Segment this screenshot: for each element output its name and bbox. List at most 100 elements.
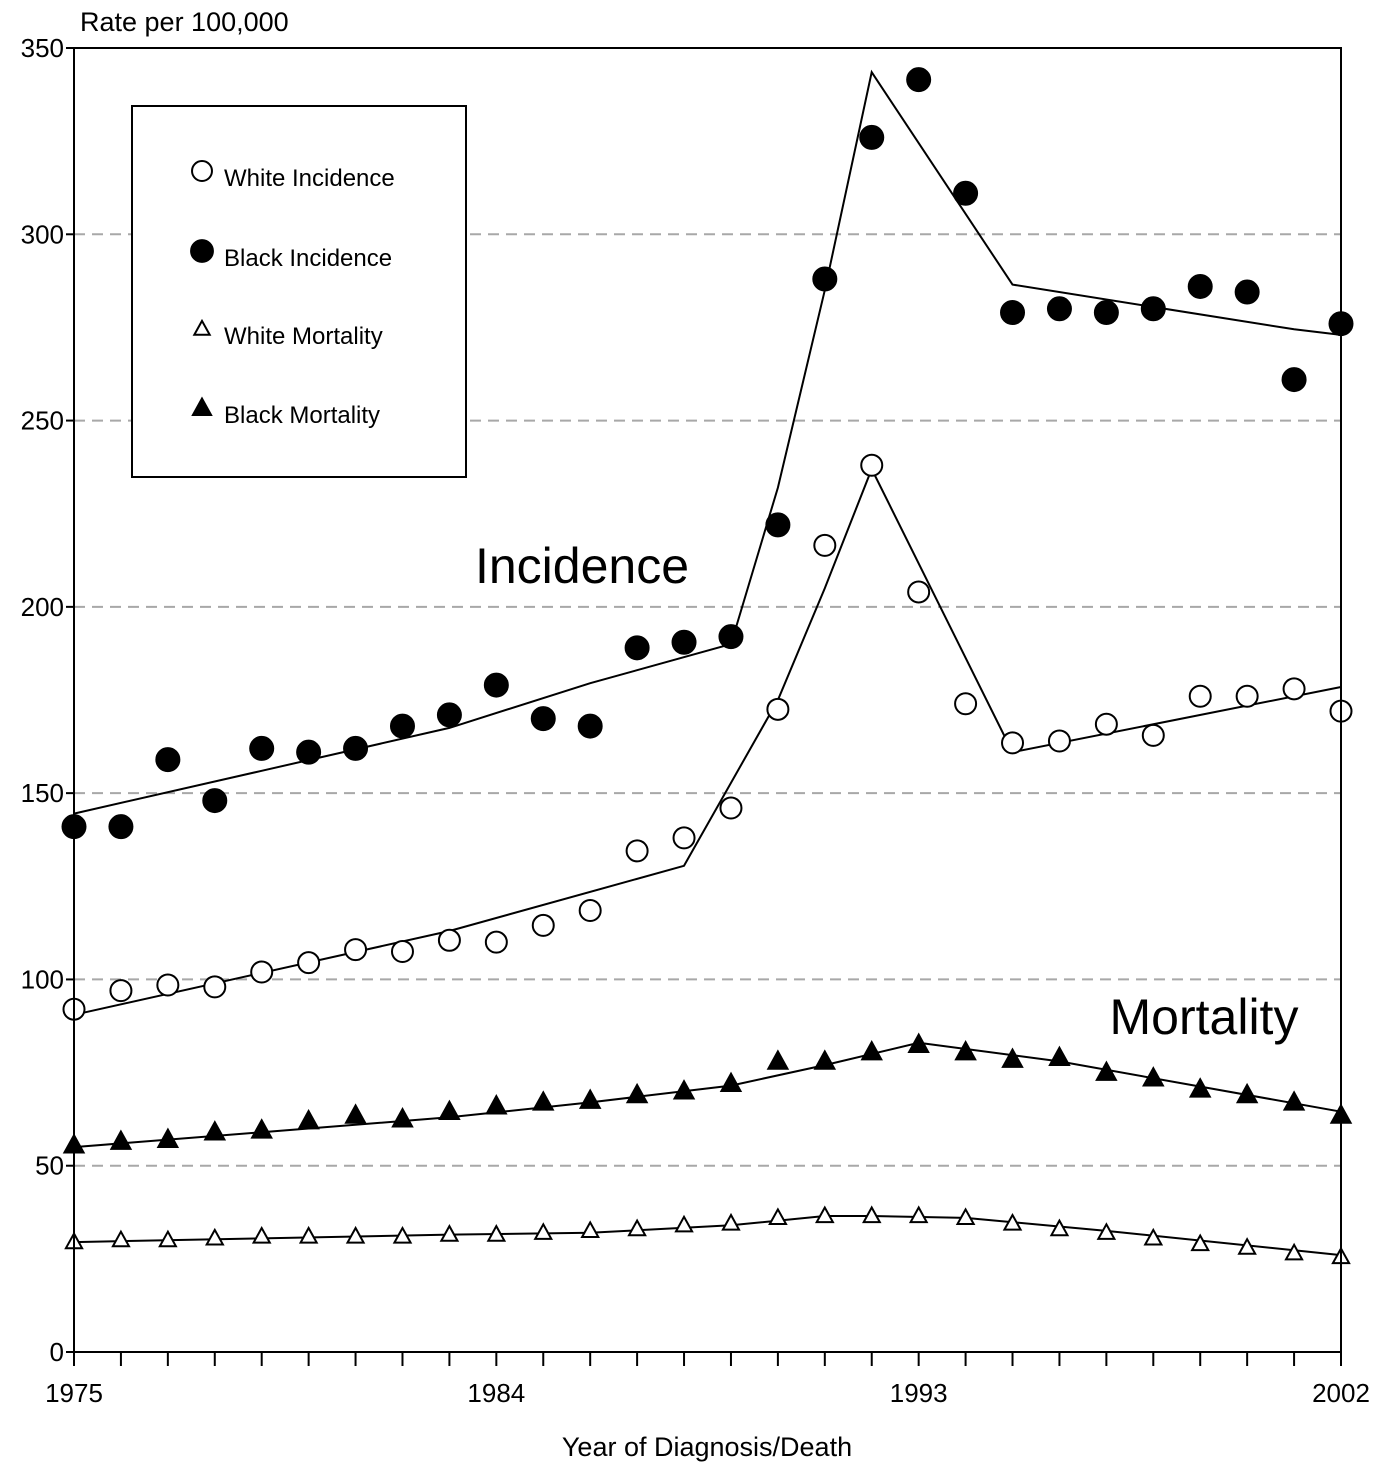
white-incidence-point-1984	[484, 930, 508, 954]
black-mortality-point-1981	[344, 1103, 367, 1124]
white-mortality-point-1977	[158, 1229, 178, 1248]
white-mortality-point-1980	[298, 1225, 319, 1244]
black-incidence-point-1987	[624, 635, 650, 661]
black-incidence-point-1993	[906, 67, 932, 93]
black-mortality-point-1998	[1142, 1066, 1165, 1087]
white-mortality-point-1994	[955, 1207, 976, 1225]
white-mortality-point-1992	[862, 1205, 882, 1224]
white-mortality-point-1996	[1049, 1218, 1070, 1237]
legend-marker-black-mortality	[191, 396, 213, 416]
black-incidence-point-1986	[577, 713, 603, 739]
black-incidence-point-1985	[530, 706, 556, 732]
white-mortality-point-1976	[111, 1229, 131, 1248]
black-mortality-point-1995	[1001, 1047, 1024, 1068]
legend-label-black-mortality: Black Mortality	[224, 402, 380, 429]
white-incidence-point-1995	[1001, 731, 1025, 755]
black-mortality-point-1986	[578, 1088, 602, 1109]
markers-layer	[61, 67, 1354, 1265]
black-mortality-point-1989	[719, 1071, 743, 1093]
white-mortality-point-1981	[345, 1225, 366, 1244]
black-incidence-point-1997	[1093, 300, 1119, 326]
black-mortality-point-1979	[250, 1118, 273, 1139]
black-mortality-point-1999	[1188, 1077, 1212, 1098]
black-mortality-point-1976	[109, 1129, 133, 1150]
white-incidence-point-1982	[390, 939, 414, 963]
white-incidence-point-1986	[578, 899, 602, 923]
x-tick-label-2002: 2002	[1312, 1378, 1370, 1408]
legend-marker-black-incidence	[190, 239, 214, 263]
white-incidence-point-1996	[1047, 729, 1071, 753]
black-incidence-point-2000	[1234, 279, 1260, 305]
white-mortality-point-2001	[1284, 1242, 1304, 1261]
black-incidence-point-1984	[483, 672, 509, 698]
black-incidence-fit-line	[73, 69, 1342, 815]
white-incidence-point-2000	[1235, 684, 1259, 708]
black-mortality-point-1996	[1048, 1045, 1071, 1066]
legend-label-black-incidence: Black Incidence	[224, 245, 392, 272]
white-mortality-point-1993	[908, 1205, 929, 1224]
black-incidence-point-1979	[249, 735, 275, 761]
white-incidence-point-1988	[672, 826, 696, 850]
white-mortality-point-1991	[815, 1205, 835, 1224]
black-incidence-point-1981	[343, 735, 369, 761]
y-tick-label-350: 350	[21, 33, 64, 63]
black-incidence-point-1980	[296, 739, 322, 765]
white-incidence-point-1991	[813, 533, 837, 557]
white-incidence-point-1993	[907, 580, 931, 604]
black-mortality-point-1982	[391, 1107, 414, 1128]
white-mortality-point-1990	[768, 1207, 788, 1225]
legend-marker-white-mortality	[192, 318, 212, 336]
y-axis-label: Rate per 100,000	[80, 7, 289, 37]
y-tick-label-300: 300	[21, 219, 64, 249]
black-incidence-point-1976	[108, 814, 134, 840]
black-incidence-point-1988	[671, 629, 697, 655]
y-tick-label-250: 250	[21, 406, 64, 436]
black-incidence-point-1994	[953, 180, 979, 206]
black-incidence-point-1990	[765, 512, 791, 538]
black-incidence-point-1998	[1140, 296, 1166, 322]
y-tick-label-200: 200	[21, 592, 64, 622]
white-incidence-point-1994	[954, 692, 978, 716]
white-incidence-point-2001	[1282, 677, 1306, 701]
black-incidence-point-1992	[859, 124, 885, 150]
legend-items: White Incidence Black Incidence White Mort…	[190, 160, 395, 429]
black-mortality-point-2001	[1282, 1090, 1306, 1111]
white-mortality-point-2000	[1237, 1237, 1257, 1255]
white-incidence-point-1998	[1141, 723, 1165, 747]
white-mortality-point-1989	[721, 1212, 741, 1231]
black-incidence-point-1991	[812, 266, 838, 292]
white-incidence-point-1987	[625, 839, 649, 863]
white-incidence-point-1983	[437, 928, 461, 952]
white-incidence-point-1985	[531, 913, 555, 937]
legend: White Incidence Black Incidence White Mort…	[131, 105, 467, 478]
black-mortality-point-1980	[297, 1108, 320, 1130]
white-incidence-point-1999	[1188, 684, 1212, 708]
white-mortality-point-1998	[1143, 1227, 1164, 1246]
y-tick-label-50: 50	[35, 1151, 64, 1181]
black-mortality-point-1985	[532, 1090, 555, 1111]
x-tick-label-1984: 1984	[467, 1378, 525, 1408]
black-incidence-point-1977	[155, 747, 181, 773]
incidence-annotation: Incidence	[475, 538, 689, 594]
white-mortality-point-1979	[251, 1225, 272, 1244]
black-incidence-point-2001	[1281, 367, 1307, 393]
black-mortality-point-1994	[954, 1040, 977, 1061]
black-incidence-point-1983	[436, 702, 462, 728]
white-mortality-point-1986	[580, 1220, 600, 1238]
black-incidence-point-1978	[202, 788, 228, 814]
white-incidence-point-1992	[860, 453, 884, 477]
x-tick-label-1975: 1975	[45, 1378, 103, 1408]
white-mortality-point-1985	[533, 1222, 553, 1240]
black-incidence-point-1982	[389, 713, 415, 739]
x-tick-label-1993: 1993	[890, 1378, 948, 1408]
legend-box	[131, 105, 467, 478]
ticks-layer: 0 50 100 150 200 250 300 350 1975 1984 1993 2002	[21, 33, 1370, 1408]
y-tick-label-100: 100	[21, 964, 64, 994]
black-mortality-point-1993	[907, 1032, 930, 1053]
white-mortality-point-1984	[486, 1224, 507, 1242]
black-incidence-point-1989	[718, 624, 744, 650]
black-mortality-point-1978	[203, 1120, 227, 1141]
black-mortality-point-1997	[1095, 1060, 1118, 1081]
white-mortality-point-1997	[1096, 1222, 1117, 1240]
